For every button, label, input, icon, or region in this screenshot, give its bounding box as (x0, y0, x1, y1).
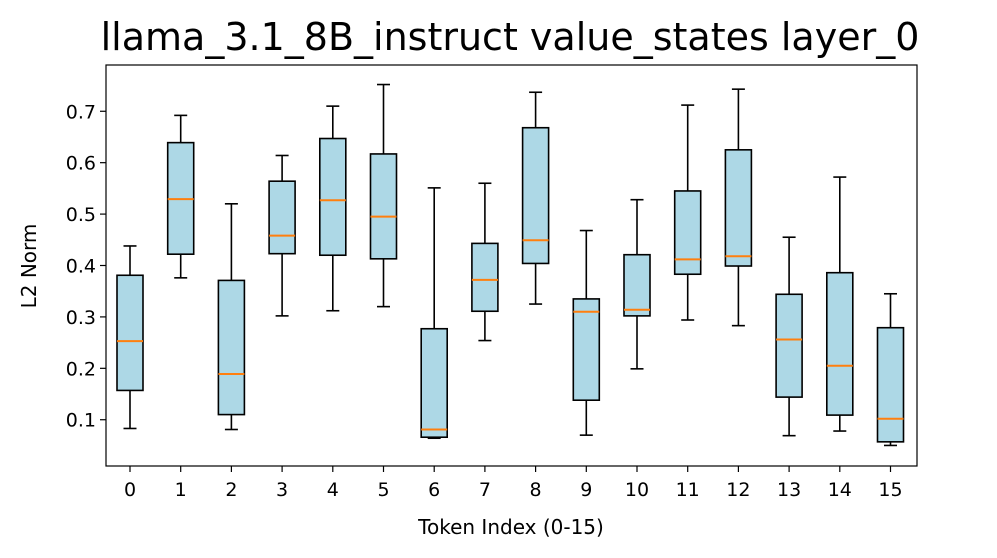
box-body (623, 253, 651, 317)
y-tick-label: 0.7 (66, 101, 96, 123)
box-group (623, 198, 651, 370)
x-tick-label: 5 (377, 479, 389, 501)
y-tick-label: 0.3 (66, 307, 96, 329)
y-tick-label: 0.4 (66, 256, 96, 278)
x-tick-label: 13 (777, 479, 801, 501)
x-tick-label: 3 (276, 479, 288, 501)
box-group (166, 114, 195, 279)
x-tick-label: 7 (479, 479, 491, 501)
x-tick-label: 14 (828, 479, 852, 501)
x-tick-label: 15 (878, 479, 902, 501)
y-axis-ticks: 0.1 0.2 0.3 0.4 0.5 0.6 0.7 (66, 101, 106, 432)
box-group (268, 154, 296, 317)
box-group (217, 203, 246, 431)
box-body (876, 326, 905, 443)
x-tick-label: 2 (225, 479, 237, 501)
x-tick-label: 4 (327, 479, 339, 501)
plot-frame (105, 64, 918, 467)
box-body (471, 242, 499, 313)
x-tick-label: 11 (676, 479, 700, 501)
box-body (420, 327, 449, 439)
box-body (369, 153, 398, 260)
y-tick-label: 0.1 (66, 410, 96, 432)
box-body (825, 271, 854, 416)
x-tick-label: 6 (428, 479, 440, 501)
x-tick-label: 8 (530, 479, 542, 501)
y-axis-label: L2 Norm (17, 224, 41, 309)
y-tick-label: 0.6 (66, 153, 96, 175)
box-body (724, 149, 753, 267)
box-body (775, 293, 803, 398)
box-series (116, 83, 905, 447)
x-tick-label: 0 (124, 479, 136, 501)
box-group (471, 182, 499, 342)
box-group (369, 83, 398, 308)
box-body (318, 137, 347, 257)
y-tick-label: 0.5 (66, 204, 96, 226)
box-body (521, 126, 550, 265)
box-body (268, 180, 296, 255)
box-group (876, 292, 905, 447)
box-group (318, 105, 347, 312)
box-group (775, 236, 803, 437)
box-group (724, 88, 753, 327)
box-group (572, 229, 601, 436)
x-tick-label: 1 (175, 479, 187, 501)
box-group (521, 91, 550, 305)
x-axis-ticks: 0 1 2 3 4 5 6 7 8 9 10 11 12 13 14 15 (124, 466, 903, 501)
box-group (116, 245, 144, 430)
x-tick-label: 9 (580, 479, 592, 501)
x-tick-label: 10 (625, 479, 649, 501)
y-tick-label: 0.2 (66, 358, 96, 380)
x-axis-label: Token Index (0-15) (417, 515, 604, 539)
box-group (825, 176, 854, 432)
x-tick-label: 12 (726, 479, 750, 501)
box-body (572, 298, 601, 401)
box-group (673, 104, 702, 321)
box-body (217, 279, 246, 416)
box-group (420, 187, 449, 440)
chart-title: llama_3.1_8B_instruct value_states layer… (101, 15, 920, 59)
box-body (673, 190, 702, 276)
box-body (116, 274, 144, 392)
